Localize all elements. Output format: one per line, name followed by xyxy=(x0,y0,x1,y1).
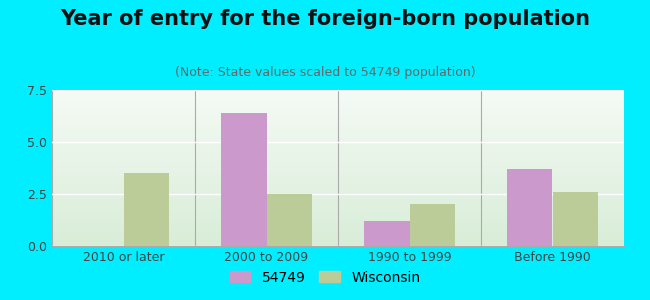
Bar xyxy=(410,204,455,246)
Text: (Note: State values scaled to 54749 population): (Note: State values scaled to 54749 popu… xyxy=(175,66,475,79)
Text: Year of entry for the foreign-born population: Year of entry for the foreign-born popul… xyxy=(60,9,590,29)
Bar xyxy=(552,192,598,246)
Bar xyxy=(124,173,169,246)
Bar xyxy=(221,113,266,246)
Bar xyxy=(364,221,410,246)
Bar xyxy=(266,194,312,246)
Legend: 54749, Wisconsin: 54749, Wisconsin xyxy=(224,265,426,290)
Bar xyxy=(507,169,552,246)
